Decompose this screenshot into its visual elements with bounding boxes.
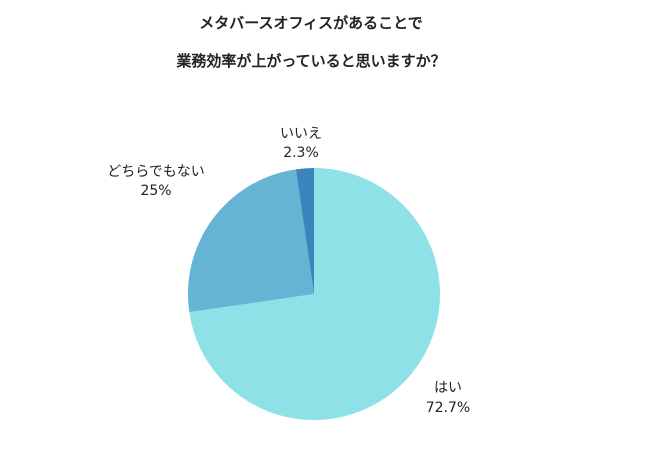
pie-slices: [188, 168, 441, 420]
pie-labels: はい 72.7% どちらでもない 25% いいえ 2.3%: [107, 126, 470, 416]
pie-slice-1: [188, 169, 314, 313]
chart-title-line-2: 業務効率が上がっていると思いますか？: [175, 52, 445, 70]
slice-value-label-1: 25%: [140, 183, 171, 199]
slice-value-label-2: 2.3%: [283, 145, 319, 161]
pie-slice-0: [189, 168, 441, 420]
chart-title-line-1: メタバースオフィスがあることで: [199, 14, 423, 32]
slice-label-1: どちらでもない: [107, 164, 205, 180]
slice-label-0: はい: [434, 380, 462, 396]
pie-slice-2: [295, 168, 314, 294]
slice-value-label-0: 72.7%: [426, 400, 470, 416]
slice-label-2: いいえ: [280, 126, 322, 142]
